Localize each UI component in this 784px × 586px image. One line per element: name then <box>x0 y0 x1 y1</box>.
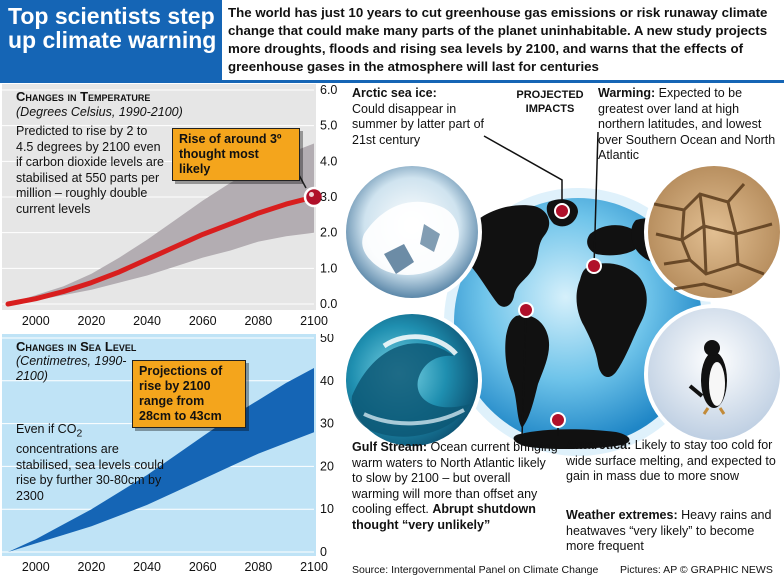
picture-credit: Pictures: AP © GRAPHIC NEWS <box>620 564 773 576</box>
x-tick-label: 2000 <box>22 560 50 574</box>
sea-level-panel: 0 10 20 30 40 50 2000 2020 2040 2060 2080 2100 Chan… <box>2 334 342 576</box>
temperature-title: Changes in Temperature <box>16 89 151 104</box>
y-tick-label: 30 <box>320 417 334 431</box>
header-divider <box>0 80 784 83</box>
y-tick-label: 20 <box>320 459 334 473</box>
range-band <box>8 143 314 304</box>
x-tick-label: 2020 <box>78 314 106 328</box>
x-tick-label: 2020 <box>78 560 106 574</box>
gulf-leader <box>521 309 527 439</box>
x-axis-strip <box>2 556 342 576</box>
projected-impacts-label: PROJECTED IMPACTS <box>516 89 584 115</box>
y-axis-strip <box>316 334 342 576</box>
temperature-subtitle: (Degrees Celsius, 1990-2100) <box>16 105 183 119</box>
gulf-stream-impact: Gulf Stream: Ocean current bringing warm… <box>352 440 558 534</box>
sea-level-subtitle: (Centimetres, 1990-2100) <box>16 354 127 383</box>
antarctica-marker <box>550 412 566 428</box>
y-axis-strip <box>316 84 342 330</box>
cracked-earth-photo <box>644 162 784 302</box>
gulf-head: Gulf Stream: <box>352 440 428 454</box>
y-tick-label: 6.0 <box>320 84 337 97</box>
x-tick-label: 2100 <box>300 560 328 574</box>
europe-shape <box>587 225 641 256</box>
antarctica-body: Likely to stay too cold for wide surface… <box>566 438 776 484</box>
y-tick-label: 40 <box>320 374 334 388</box>
globe <box>444 188 712 456</box>
antarctica-head: Antarctica: <box>566 438 632 452</box>
y-tick-label: 3.0 <box>320 190 337 204</box>
arctic-leader <box>483 135 563 210</box>
africa-shape <box>576 263 647 378</box>
y-tick-label: 4.0 <box>320 154 337 168</box>
sea-desc-post: concentrations are stabilised, sea level… <box>16 442 164 503</box>
warming-head: Warming: <box>598 86 656 100</box>
temperature-callout: Rise of around 3º thought most likely <box>172 128 300 181</box>
x-tick-label: 2080 <box>244 560 272 574</box>
x-tick-label: 2040 <box>133 314 161 328</box>
arctic-ice-photo <box>344 162 482 302</box>
penguin-photo <box>644 304 784 444</box>
south-america-shape <box>505 314 550 428</box>
arctic-marker <box>554 203 570 219</box>
sea-level-title: Changes in Sea Level <box>16 339 137 354</box>
impacts-illustration <box>344 131 784 456</box>
title-box: Top scientists step up climate warning <box>0 0 222 80</box>
y-tick-label: 0.0 <box>320 297 337 311</box>
gulf-marker <box>518 302 534 318</box>
page-title: Top scientists step up climate warning <box>8 3 217 53</box>
x-tick-label: 2080 <box>244 314 272 328</box>
weather-head: Weather extremes: <box>566 508 678 522</box>
weather-body: Heavy rains and heatwaves “very likely” … <box>566 508 772 554</box>
weather-impact: Weather extremes: Heavy rains and heatwa… <box>566 508 782 555</box>
x-axis-strip <box>2 310 342 330</box>
antarctica-impact: Antarctica: Likely to stay too cold for … <box>566 438 782 485</box>
impact-markers <box>518 203 602 428</box>
antarctica-shape <box>513 429 630 449</box>
y-tick-label: 5.0 <box>320 119 337 133</box>
series-line <box>5 194 317 307</box>
warming-impact: Warming: Expected to be greatest over la… <box>598 86 784 164</box>
warming-marker <box>586 258 602 274</box>
ocean-wave-photo <box>344 310 482 450</box>
x-tick-label: 2100 <box>300 314 328 328</box>
impacts-panel: Arctic sea ice: Could disappear in summer… <box>344 84 784 586</box>
y-tick-label: 2.0 <box>320 226 337 240</box>
x-tick-label: 2060 <box>189 314 217 328</box>
y-tick-label: 1.0 <box>320 261 337 275</box>
temperature-description: Predicted to rise by 2 to 4.5 degrees by… <box>16 124 164 216</box>
highlight-gloss <box>309 192 314 197</box>
arctic-body: Could disappear in summer by latter part… <box>352 101 484 147</box>
y-tick-label: 50 <box>320 334 334 345</box>
x-tick-label: 2060 <box>189 560 217 574</box>
sea-desc-sub: 2 <box>76 428 83 440</box>
source-credit: Source: Intergovernmental Panel on Clima… <box>352 564 599 576</box>
temperature-panel: 0.0 1.0 2.0 3.0 4.0 5.0 6.0 2000 2020 2040 2060 208… <box>2 84 342 330</box>
y-tick-label: 0 <box>320 545 327 559</box>
intro-text: The world has just 10 years to cut green… <box>228 5 768 74</box>
sea-level-callout: Projections of rise by 2100 range from 2… <box>132 360 246 428</box>
warming-body: Expected to be greatest over land at hig… <box>598 86 776 163</box>
sea-desc-pre: Even if CO <box>16 422 77 436</box>
x-tick-label: 2040 <box>133 560 161 574</box>
x-tick-label: 2000 <box>22 314 50 328</box>
warming-leader <box>593 131 599 267</box>
north-america-shape <box>461 205 550 307</box>
arctic-head: Arctic sea ice: <box>352 86 437 100</box>
leader-lines <box>483 131 599 439</box>
y-tick-label: 10 <box>320 502 334 516</box>
arctic-impact: Arctic sea ice: Could disappear in summer… <box>352 86 502 148</box>
gulf-body: Ocean current bringing warm waters to No… <box>352 440 558 517</box>
highlight-point <box>303 186 325 208</box>
sea-level-description: Even if CO2 concentrations are stabilise… <box>16 422 166 504</box>
gulf-tail: Abrupt shutdown thought “very unlikely” <box>352 502 536 532</box>
